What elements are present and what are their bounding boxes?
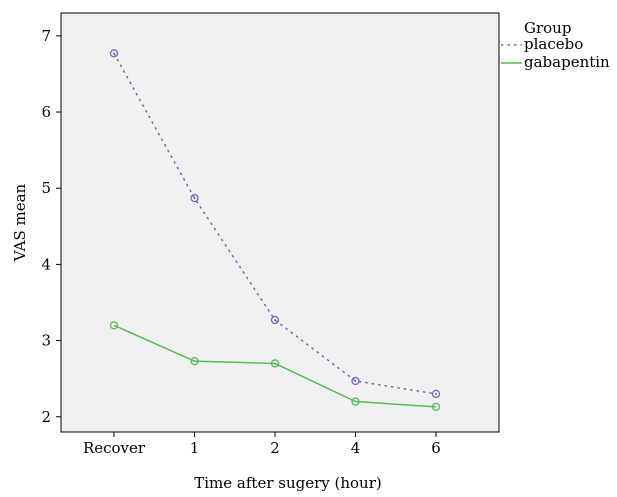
y-tick-label: 7 <box>41 27 51 45</box>
data-point-gabapentin <box>190 357 199 366</box>
legend-label-gabapentin: gabapentin <box>524 53 610 71</box>
x-tick-label: 4 <box>351 439 361 457</box>
x-tick-label: 1 <box>190 439 200 457</box>
data-point-center <box>354 379 357 382</box>
y-tick-label: 3 <box>41 332 51 350</box>
data-point-gabapentin <box>431 402 441 412</box>
series-line-gabapentin <box>113 324 437 408</box>
data-point-placebo <box>270 315 280 325</box>
y-tick-label: 2 <box>41 408 51 426</box>
y-tick-label: 4 <box>41 255 51 273</box>
data-point-gabapentin <box>270 359 280 368</box>
legend-label-placebo: placebo <box>524 35 583 53</box>
data-point-center <box>193 197 196 200</box>
data-point-center <box>435 392 437 395</box>
series-gabapentin <box>109 321 441 412</box>
x-tick-label: Recover <box>83 439 146 457</box>
data-point-placebo <box>109 49 119 58</box>
y-axis-title: VAS mean <box>11 183 29 262</box>
y-tick-label: 6 <box>41 103 51 121</box>
data-point-placebo <box>351 376 360 386</box>
y-tick-label: 5 <box>41 179 51 197</box>
legend-title: Group <box>524 19 571 37</box>
y-axis: 2 3 4 5 6 7 <box>41 27 61 426</box>
data-point-center <box>113 52 115 55</box>
data-point-placebo <box>190 193 199 203</box>
series-layer <box>109 49 441 412</box>
x-tick-label: 6 <box>431 439 441 457</box>
data-point-placebo <box>431 389 441 399</box>
data-point-gabapentin <box>351 397 360 406</box>
series-placebo <box>109 49 441 399</box>
x-tick-label: 2 <box>270 439 280 457</box>
x-axis: Recover 1 2 4 6 <box>83 432 441 457</box>
plot-area <box>60 12 500 433</box>
data-point-gabapentin <box>109 321 119 330</box>
x-axis-title: Time after sugery (hour) <box>194 474 382 492</box>
data-point-center <box>274 319 276 322</box>
